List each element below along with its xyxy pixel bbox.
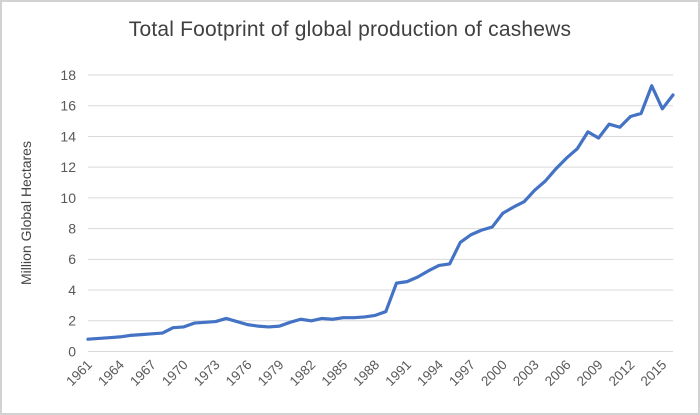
y-tick-label: 0 bbox=[68, 343, 76, 359]
x-tick-label: 2000 bbox=[478, 357, 510, 389]
x-tick-label: 1994 bbox=[414, 357, 446, 389]
x-tick-label: 1970 bbox=[159, 357, 191, 389]
x-tick-label: 2015 bbox=[638, 357, 670, 389]
y-tick-label: 10 bbox=[60, 190, 76, 206]
x-tick-label: 1976 bbox=[223, 357, 255, 389]
y-tick-label: 2 bbox=[68, 313, 76, 329]
y-tick-label: 18 bbox=[60, 67, 76, 83]
x-tick-label: 1997 bbox=[446, 357, 478, 389]
x-tick-label: 1982 bbox=[287, 357, 319, 389]
x-tick-label: 1979 bbox=[255, 357, 287, 389]
x-tick-label: 2012 bbox=[606, 357, 638, 389]
x-tick-label: 2006 bbox=[542, 357, 574, 389]
x-tick-label: 1961 bbox=[63, 357, 95, 389]
x-tick-label: 1964 bbox=[95, 357, 127, 389]
x-tick-label: 2009 bbox=[574, 357, 606, 389]
chart-title: Total Footprint of global production of … bbox=[128, 18, 572, 41]
y-tick-label: 14 bbox=[60, 128, 76, 144]
y-tick-label: 16 bbox=[60, 98, 76, 114]
x-tick-label: 1985 bbox=[319, 357, 351, 389]
x-tick-label: 1967 bbox=[127, 357, 159, 389]
y-tick-label: 8 bbox=[68, 221, 76, 237]
x-tick-label: 1973 bbox=[191, 357, 223, 389]
y-tick-label: 4 bbox=[68, 282, 76, 298]
data-line bbox=[86, 84, 675, 341]
y-tick-label: 12 bbox=[60, 159, 76, 175]
y-tick-label: 6 bbox=[68, 251, 76, 267]
x-tick-label: 2003 bbox=[510, 357, 542, 389]
x-tick-label: 1988 bbox=[350, 357, 382, 389]
x-tick-label: 1991 bbox=[382, 357, 414, 389]
